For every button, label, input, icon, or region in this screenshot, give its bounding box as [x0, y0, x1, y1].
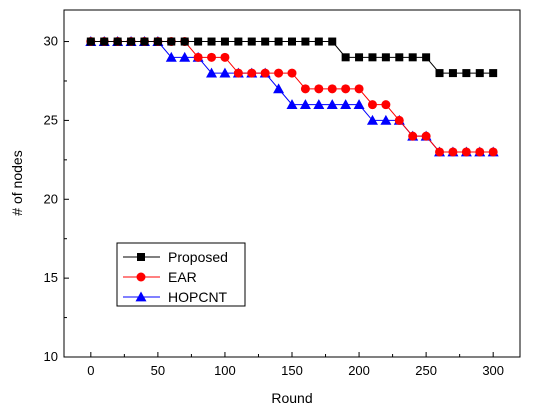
data-point [354, 84, 364, 94]
data-point [381, 100, 391, 110]
data-point [394, 115, 404, 125]
data-point [353, 99, 365, 110]
data-point [340, 99, 352, 110]
data-point [367, 100, 377, 110]
data-point [206, 67, 218, 78]
x-tick-label: 50 [151, 363, 165, 378]
data-point [368, 53, 377, 62]
data-point [314, 84, 324, 94]
data-point [207, 52, 217, 62]
data-point [100, 37, 109, 46]
data-point [167, 37, 176, 46]
data-point [355, 53, 364, 62]
data-point [421, 131, 431, 141]
data-point [461, 147, 471, 157]
data-point [395, 53, 404, 62]
data-point [341, 53, 350, 62]
data-point [207, 37, 216, 46]
data-point [313, 99, 325, 110]
data-point [273, 83, 285, 94]
data-point [180, 37, 189, 46]
data-point [287, 68, 297, 78]
data-point [435, 147, 445, 157]
data-point [448, 147, 458, 157]
legend-marker [137, 253, 145, 261]
legend-entries: Proposed EAR HOPCNT [123, 249, 228, 305]
x-tick-label: 200 [348, 363, 370, 378]
data-point [286, 99, 298, 110]
data-point [314, 37, 323, 46]
data-point [194, 37, 203, 46]
data-point [475, 147, 485, 157]
data-point [234, 37, 243, 46]
y-tick-label: 30 [44, 34, 58, 49]
data-point [435, 69, 444, 78]
legend-label: EAR [168, 269, 197, 285]
x-tick-label: 100 [214, 363, 236, 378]
legend-label: HOPCNT [168, 289, 228, 305]
data-point [448, 69, 457, 78]
data-point [219, 67, 231, 78]
legend-marker [136, 272, 146, 282]
data-point [140, 37, 149, 46]
data-point [489, 69, 498, 78]
data-point [233, 68, 243, 78]
series-line [90, 41, 494, 153]
legend-marker [135, 291, 147, 302]
data-point [86, 37, 95, 46]
data-point [274, 68, 284, 78]
legend: Proposed EAR HOPCNT [116, 242, 246, 307]
data-point [475, 69, 484, 78]
data-point [220, 52, 230, 62]
x-tick-label: 0 [87, 363, 94, 378]
data-point [422, 53, 431, 62]
data-point [165, 51, 177, 62]
x-axis-title: Round [271, 390, 312, 406]
data-point [381, 53, 390, 62]
y-tick-label: 10 [44, 349, 58, 364]
data-point [408, 131, 418, 141]
data-point [488, 147, 498, 157]
data-point [179, 51, 191, 62]
data-point [408, 53, 417, 62]
data-point [288, 37, 296, 46]
data-point [127, 37, 136, 46]
data-point [326, 99, 338, 110]
data-point [328, 37, 337, 46]
y-axis-title: # of nodes [9, 150, 25, 215]
data-point [299, 99, 311, 110]
axis-ticks: 0 50 100 150 200 250 300 10 15 20 25 30 [44, 34, 504, 378]
data-point [327, 84, 337, 94]
data-point [193, 52, 203, 62]
series-line [90, 41, 494, 74]
series-ear [86, 37, 498, 157]
data-point [462, 69, 471, 78]
series-hopcnt [85, 36, 499, 157]
legend-label: Proposed [168, 249, 228, 265]
data-point [261, 37, 270, 46]
y-tick-label: 20 [44, 191, 58, 206]
data-point [301, 37, 310, 46]
data-point [153, 37, 162, 46]
y-tick-label: 25 [44, 112, 58, 127]
x-tick-label: 300 [482, 363, 504, 378]
x-tick-label: 150 [281, 363, 303, 378]
series-layer [85, 36, 499, 157]
data-point [300, 84, 310, 94]
data-point [274, 37, 283, 46]
data-point [380, 114, 392, 125]
data-point [220, 37, 229, 46]
data-point [341, 84, 351, 94]
series-line [90, 41, 494, 153]
x-tick-label: 250 [415, 363, 437, 378]
series-proposed [86, 37, 498, 78]
data-point [366, 114, 378, 125]
data-point [247, 37, 256, 46]
data-point [113, 37, 122, 46]
y-tick-label: 15 [44, 270, 58, 285]
data-point [247, 68, 257, 78]
data-point [260, 68, 270, 78]
